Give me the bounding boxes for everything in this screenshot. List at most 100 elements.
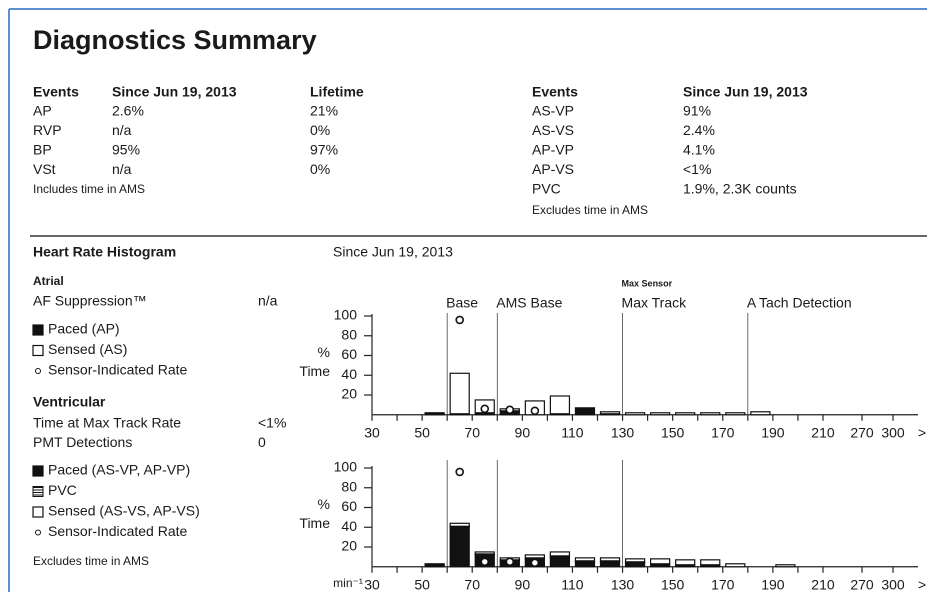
x-tick-label: 150	[661, 576, 685, 592]
legend-swatch	[35, 368, 41, 374]
x-tick-label: 130	[611, 576, 635, 592]
sensor-marker	[530, 406, 540, 416]
y-tick-label: 40	[341, 518, 357, 534]
reference-label: AMS Base	[496, 295, 562, 311]
table-cell: 21%	[310, 103, 338, 119]
x-tick-label: 110	[561, 424, 584, 440]
column-header: Since Jun 19, 2013	[683, 84, 808, 100]
sensor-marker	[480, 404, 490, 414]
stat-value: 0	[258, 434, 266, 450]
subheading: Atrial	[33, 274, 64, 288]
section-note: Excludes time in AMS	[33, 554, 149, 568]
x-tick-label: 210	[811, 576, 835, 592]
table-cell: 2.4%	[683, 122, 715, 138]
legend-label: Sensed (AS)	[48, 341, 127, 357]
table-cell: PVC	[532, 181, 561, 197]
x-axis-label: min⁻¹	[333, 576, 363, 590]
column-header: Events	[33, 84, 79, 100]
x-overflow-label: >	[918, 576, 926, 592]
y-axis-label: %	[318, 496, 330, 512]
table-cell: AP-VS	[532, 161, 574, 177]
bar-segment	[599, 411, 621, 415]
bar-segment	[725, 563, 746, 568]
legend-swatch	[32, 465, 44, 477]
x-tick-label: 270	[850, 424, 874, 440]
sensor-marker	[480, 557, 490, 567]
table-cell: AP	[33, 103, 52, 119]
x-tick-label: 50	[414, 576, 430, 592]
sensor-marker	[530, 558, 540, 568]
table-cell: AS-VS	[532, 122, 574, 138]
legend-label: Sensed (AS-VS, AP-VS)	[48, 503, 200, 519]
bar-segment	[424, 412, 445, 416]
table-cell: <1%	[683, 161, 711, 177]
stat-label: AF Suppression™	[33, 293, 147, 309]
y-axis-label: Time	[299, 363, 330, 379]
table-cell: 1.9%, 2.3K counts	[683, 181, 797, 197]
x-tick-label: 150	[661, 424, 685, 440]
x-tick-label: 300	[881, 424, 905, 440]
x-tick-label: 110	[561, 576, 584, 592]
x-tick-label: 70	[464, 576, 480, 592]
legend-label: Paced (AP)	[48, 321, 120, 337]
bar-segment	[574, 561, 596, 568]
x-tick-label: 300	[881, 576, 905, 592]
x-tick-label: 30	[364, 576, 380, 592]
bar-segment	[474, 551, 495, 555]
bar-segment	[599, 561, 621, 568]
section-title: Heart Rate Histogram	[33, 244, 176, 260]
table-cell: 4.1%	[683, 142, 715, 158]
bar-segment	[624, 412, 646, 416]
x-overflow-label: >	[918, 424, 926, 440]
bar-segment	[574, 557, 596, 562]
sensor-marker	[455, 467, 464, 477]
bar-segment	[449, 526, 470, 568]
table-cell: 2.6%	[112, 103, 144, 119]
table-cell: 0%	[310, 161, 330, 177]
table-note: Includes time in AMS	[33, 182, 145, 196]
table-cell: 0%	[310, 122, 330, 138]
reference-label: Max Track	[622, 295, 688, 311]
y-tick-label: 40	[341, 366, 357, 382]
section-period: Since Jun 19, 2013	[333, 244, 453, 260]
legend-label: Sensor-Indicated Rate	[48, 523, 188, 539]
legend-label: Sensor-Indicated Rate	[48, 362, 188, 378]
table-cell: AS-VP	[532, 103, 574, 119]
stat-value: n/a	[258, 293, 278, 309]
y-tick-label: 60	[341, 346, 357, 362]
legend-swatch	[32, 506, 44, 518]
table-note: Excludes time in AMS	[532, 203, 648, 217]
x-tick-label: 90	[515, 576, 531, 592]
bar-segment	[750, 411, 771, 416]
column-header: Lifetime	[310, 84, 364, 100]
bar-segment	[449, 522, 470, 527]
bar-segment	[675, 559, 696, 566]
stat-label: PMT Detections	[33, 434, 132, 450]
bar-segment	[549, 395, 571, 415]
reference-label: Base	[446, 295, 478, 311]
x-tick-label: 210	[811, 424, 835, 440]
legend-swatch	[32, 344, 44, 357]
y-tick-label: 20	[341, 538, 357, 554]
x-tick-label: 130	[611, 424, 635, 440]
table-cell: 95%	[112, 142, 140, 158]
bar-segment	[624, 558, 646, 563]
bar-segment	[549, 556, 571, 568]
sensor-marker	[505, 405, 515, 415]
table-cell: BP	[33, 142, 52, 158]
column-header: Events	[532, 84, 578, 100]
bar-segment	[424, 563, 445, 566]
title: Diagnostics Summary	[33, 25, 317, 55]
x-tick-label: 70	[464, 424, 480, 440]
y-tick-label: 100	[334, 307, 358, 323]
legend-swatch	[32, 324, 44, 336]
x-tick-label: 190	[761, 424, 785, 440]
column-header: Since Jun 19, 2013	[112, 84, 237, 100]
sensor-marker	[505, 557, 515, 567]
x-tick-label: 90	[515, 424, 531, 440]
y-tick-label: 80	[341, 478, 357, 494]
x-tick-label: 190	[761, 576, 785, 592]
